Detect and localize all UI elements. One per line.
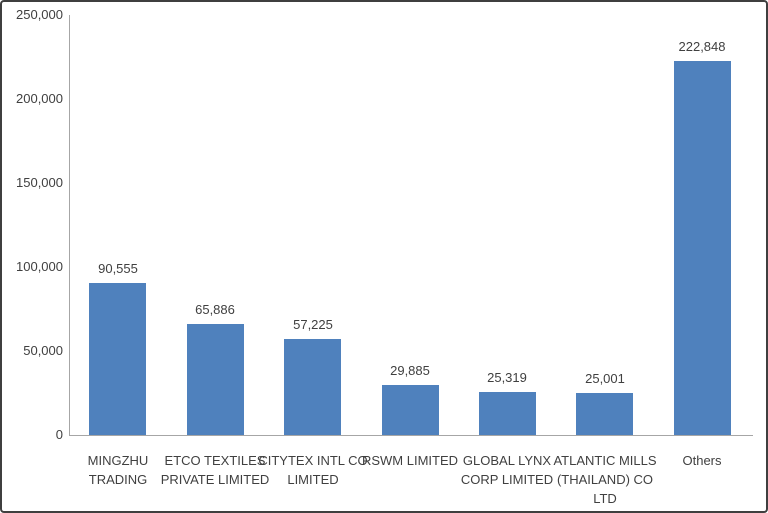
- x-axis-category-label: ETCO TEXTILES PRIVATE LIMITED: [160, 453, 270, 487]
- y-axis-tick-label: 150,000: [16, 175, 63, 190]
- y-axis-tick-label: 0: [55, 427, 63, 442]
- bar-value-label: 25,319: [487, 370, 527, 385]
- x-axis-category-label: Others: [682, 453, 722, 468]
- y-axis-tick-label: 50,000: [23, 343, 63, 358]
- y-axis-line: [69, 15, 70, 435]
- bar: [284, 339, 341, 435]
- x-axis-category-label: RSWM LIMITED: [361, 453, 459, 468]
- bar-value-label: 29,885: [390, 363, 430, 378]
- bar-value-label: 222,848: [678, 39, 726, 54]
- x-axis-category-label: CITYTEX INTL CO LIMITED: [258, 453, 368, 487]
- bar-value-label: 57,225: [293, 317, 333, 332]
- x-axis-line: [69, 435, 753, 436]
- bar: [479, 392, 536, 435]
- bar: [187, 324, 244, 435]
- x-axis-category-label: GLOBAL LYNX CORP LIMITED: [460, 453, 554, 487]
- bar: [674, 61, 731, 435]
- bar: [89, 283, 146, 435]
- bar: [576, 393, 633, 435]
- x-axis-category-label: MINGZHU TRADING: [87, 453, 149, 487]
- x-axis-category-label: ATLANTIC MILLS (THAILAND) CO LTD: [553, 453, 657, 506]
- y-axis-tick-label: 250,000: [16, 7, 63, 22]
- bar-value-label: 25,001: [585, 371, 625, 386]
- y-axis-tick-label: 200,000: [16, 91, 63, 106]
- bar-value-label: 65,886: [195, 302, 235, 317]
- y-axis-tick-label: 100,000: [16, 259, 63, 274]
- bar: [382, 385, 439, 435]
- bar-value-label: 90,555: [98, 261, 138, 276]
